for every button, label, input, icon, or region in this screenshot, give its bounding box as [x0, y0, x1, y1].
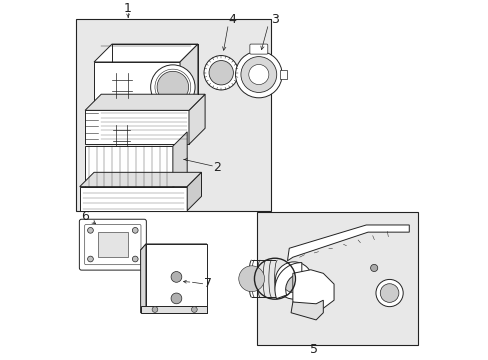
Polygon shape: [187, 172, 201, 211]
Polygon shape: [180, 44, 198, 112]
Circle shape: [238, 266, 264, 292]
Polygon shape: [146, 244, 206, 313]
Polygon shape: [287, 225, 408, 261]
Circle shape: [152, 307, 158, 312]
Text: 6: 6: [81, 210, 89, 223]
Polygon shape: [188, 94, 204, 144]
Polygon shape: [292, 270, 333, 311]
Circle shape: [87, 256, 93, 262]
Polygon shape: [141, 306, 206, 313]
Wedge shape: [274, 262, 301, 299]
Polygon shape: [141, 244, 146, 313]
Polygon shape: [172, 132, 187, 187]
Polygon shape: [85, 94, 204, 111]
Bar: [85, 146, 172, 187]
Bar: [76, 19, 271, 211]
Polygon shape: [85, 111, 188, 144]
Circle shape: [248, 64, 268, 85]
Circle shape: [380, 284, 398, 302]
Circle shape: [235, 51, 282, 98]
Text: 4: 4: [227, 13, 235, 26]
Circle shape: [203, 55, 238, 90]
Circle shape: [375, 279, 403, 307]
Circle shape: [281, 269, 305, 293]
Circle shape: [171, 271, 182, 282]
Bar: [257, 212, 417, 345]
Polygon shape: [80, 186, 187, 211]
Text: 7: 7: [204, 276, 212, 289]
FancyBboxPatch shape: [79, 219, 146, 270]
Circle shape: [241, 57, 276, 93]
Polygon shape: [80, 172, 201, 186]
Circle shape: [87, 228, 93, 233]
Polygon shape: [94, 44, 198, 62]
Text: 5: 5: [310, 343, 318, 356]
Text: 1: 1: [124, 3, 132, 15]
Polygon shape: [94, 62, 180, 112]
FancyBboxPatch shape: [249, 44, 267, 54]
Circle shape: [171, 293, 182, 304]
Circle shape: [132, 228, 138, 233]
Bar: [98, 232, 128, 257]
Circle shape: [157, 71, 188, 103]
Text: 3: 3: [270, 13, 278, 26]
Circle shape: [191, 307, 197, 312]
Polygon shape: [141, 244, 206, 250]
Bar: [280, 70, 286, 79]
Circle shape: [150, 65, 195, 109]
Polygon shape: [290, 300, 323, 320]
Text: 2: 2: [213, 161, 221, 174]
Circle shape: [275, 262, 312, 299]
Circle shape: [208, 60, 233, 85]
Circle shape: [370, 264, 377, 271]
Circle shape: [132, 256, 138, 262]
